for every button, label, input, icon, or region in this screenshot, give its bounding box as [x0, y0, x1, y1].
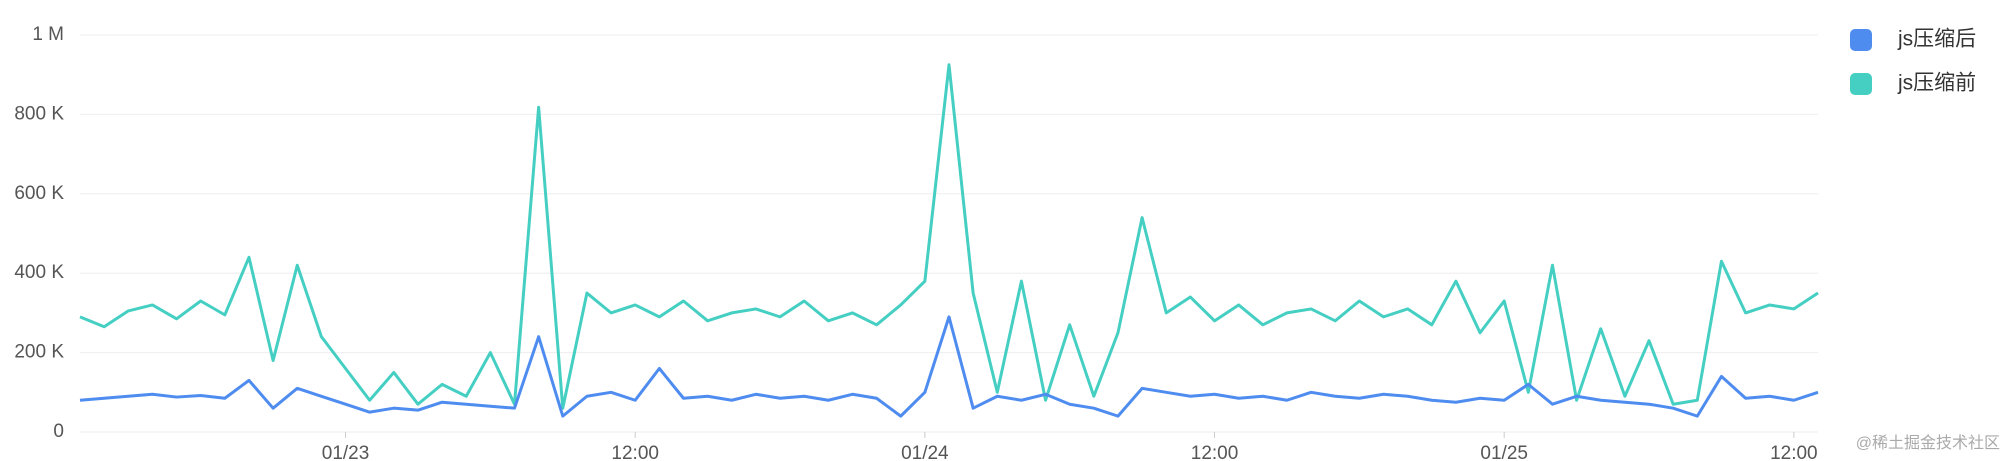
- legend-swatch: [1850, 29, 1872, 51]
- series-line: [79, 315, 1819, 418]
- series-line: [79, 63, 1819, 410]
- watermark: @稀土掘金技术社区: [1856, 434, 2000, 452]
- y-tick-label: 600 K: [14, 183, 64, 204]
- legend-swatch: [1850, 73, 1872, 95]
- y-tick-label: 400 K: [14, 262, 64, 283]
- y-tick-label: 200 K: [14, 342, 64, 363]
- y-tick-label: 800 K: [14, 103, 64, 124]
- legend-label: js压缩前: [1897, 72, 1976, 95]
- x-tick-label: 12:00: [1191, 443, 1239, 461]
- x-tick-label: 01/23: [322, 443, 370, 461]
- x-tick-label: 01/24: [901, 443, 949, 461]
- x-tick-label: 12:00: [611, 443, 659, 461]
- y-tick-label: 0: [53, 421, 64, 442]
- x-tick-label: 12:00: [1770, 443, 1818, 461]
- legend-label: js压缩后: [1897, 28, 1976, 51]
- x-tick-label: 01/25: [1480, 443, 1528, 461]
- y-tick-label: 1 M: [32, 24, 64, 45]
